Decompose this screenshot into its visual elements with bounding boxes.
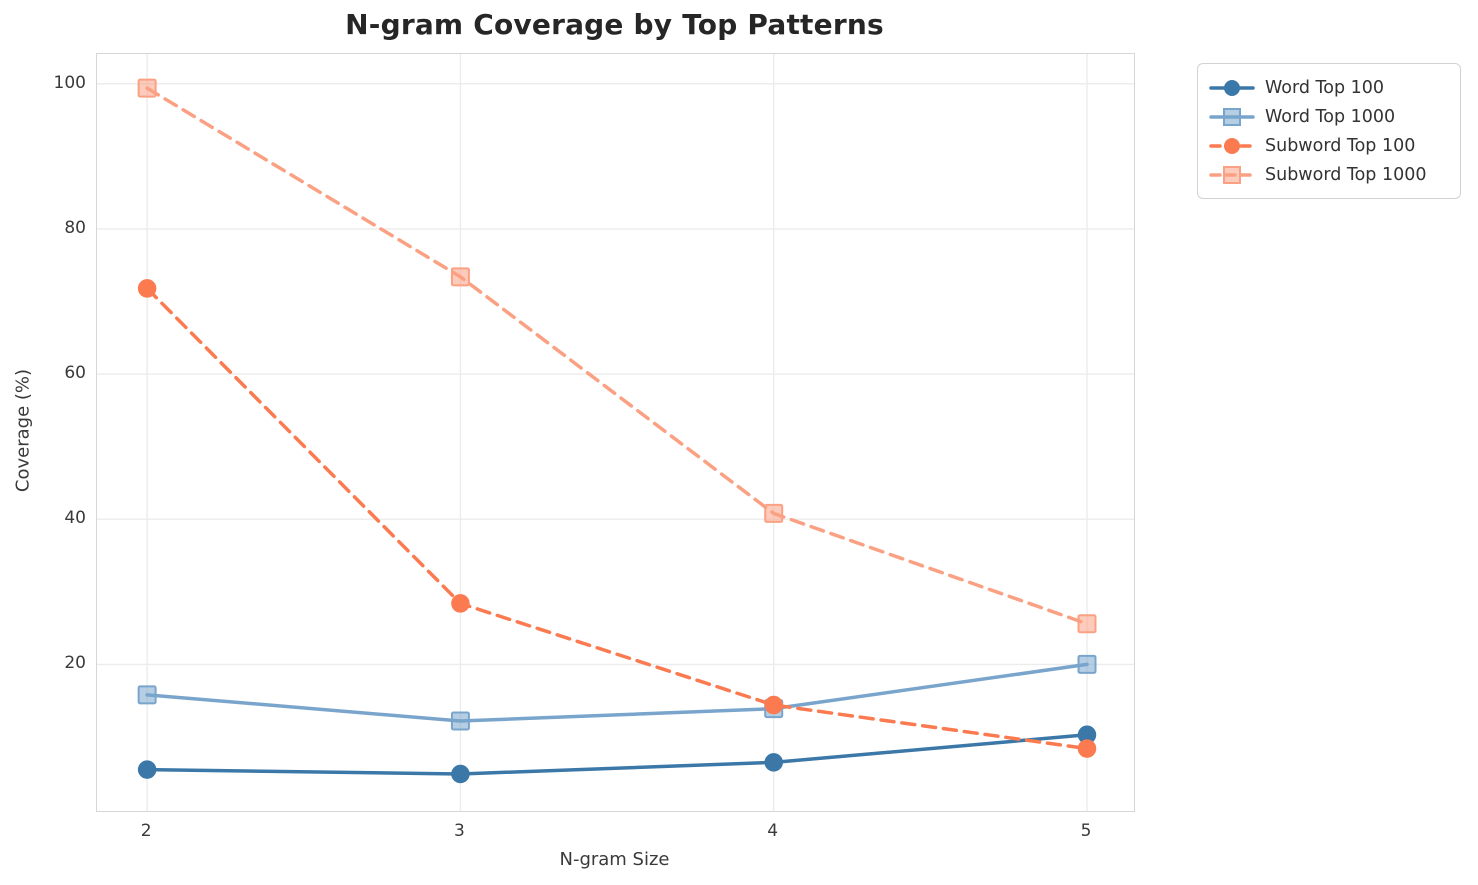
legend-item-label: Word Top 100 (1265, 77, 1385, 98)
series-word-top-1000-marker (1077, 654, 1097, 674)
legend-marker-circle-icon (1209, 137, 1255, 154)
series-word-top-100-marker (764, 753, 783, 772)
series-subword-top-1000-marker (1077, 614, 1097, 634)
legend-item-label: Subword Top 100 (1265, 135, 1416, 156)
plot-area (96, 53, 1135, 812)
x-tick-label: 3 (453, 821, 465, 841)
legend-item-word-top-100: Word Top 100 (1209, 73, 1450, 102)
legend-marker-square-icon (1209, 165, 1255, 184)
series-subword-top-100-line (145, 286, 1089, 751)
legend-marker-square-icon (1209, 107, 1255, 126)
legend-item-subword-top-1000: Subword Top 1000 (1209, 160, 1450, 189)
series-subword-top-1000-marker (137, 78, 157, 98)
y-tick-label: 100 (53, 72, 86, 93)
x-tick-label: 5 (1080, 821, 1092, 841)
legend-item-label: Word Top 1000 (1265, 106, 1396, 127)
series-word-top-1000-marker (450, 711, 470, 731)
chart-canvas (97, 54, 1134, 811)
series-word-top-1000-line (145, 662, 1089, 723)
y-tick-label: 80 (64, 217, 86, 238)
y-tick-label: 40 (64, 508, 86, 529)
series-subword-top-1000-marker (764, 503, 784, 523)
y-axis-label: Coverage (%) (12, 368, 34, 493)
series-subword-top-1000-line (145, 86, 1089, 626)
legend-item-label: Subword Top 1000 (1265, 164, 1427, 185)
series-subword-top-100-marker (1077, 739, 1097, 758)
legend: Word Top 100 Word Top 1000 Subword Top 100… (1197, 63, 1461, 199)
series-word-top-100-marker (137, 760, 157, 779)
y-tick-label: 60 (64, 363, 86, 384)
y-tick-label: 20 (64, 653, 86, 674)
series-subword-top-100-marker (764, 695, 783, 715)
series-subword-top-100-marker (137, 279, 157, 298)
series-word-top-100-marker (451, 764, 470, 784)
legend-item-word-top-1000: Word Top 1000 (1209, 102, 1450, 131)
legend-marker-circle-icon (1209, 79, 1255, 96)
x-tick-label: 4 (767, 821, 779, 841)
series-word-top-100-line (145, 733, 1089, 776)
series-word-top-1000-marker (137, 685, 157, 705)
series-subword-top-1000-marker (450, 267, 470, 287)
legend-item-subword-top-100: Subword Top 100 (1209, 131, 1450, 160)
x-tick-label: 2 (140, 821, 152, 841)
series-subword-top-100-marker (451, 594, 470, 613)
x-axis-label: N-gram Size (559, 849, 670, 870)
chart-title: N-gram Coverage by Top Patterns (345, 8, 884, 41)
